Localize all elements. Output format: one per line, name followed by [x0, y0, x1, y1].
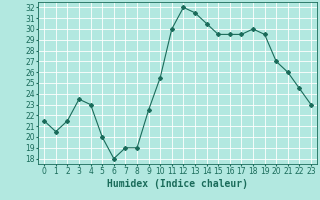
X-axis label: Humidex (Indice chaleur): Humidex (Indice chaleur): [107, 179, 248, 189]
